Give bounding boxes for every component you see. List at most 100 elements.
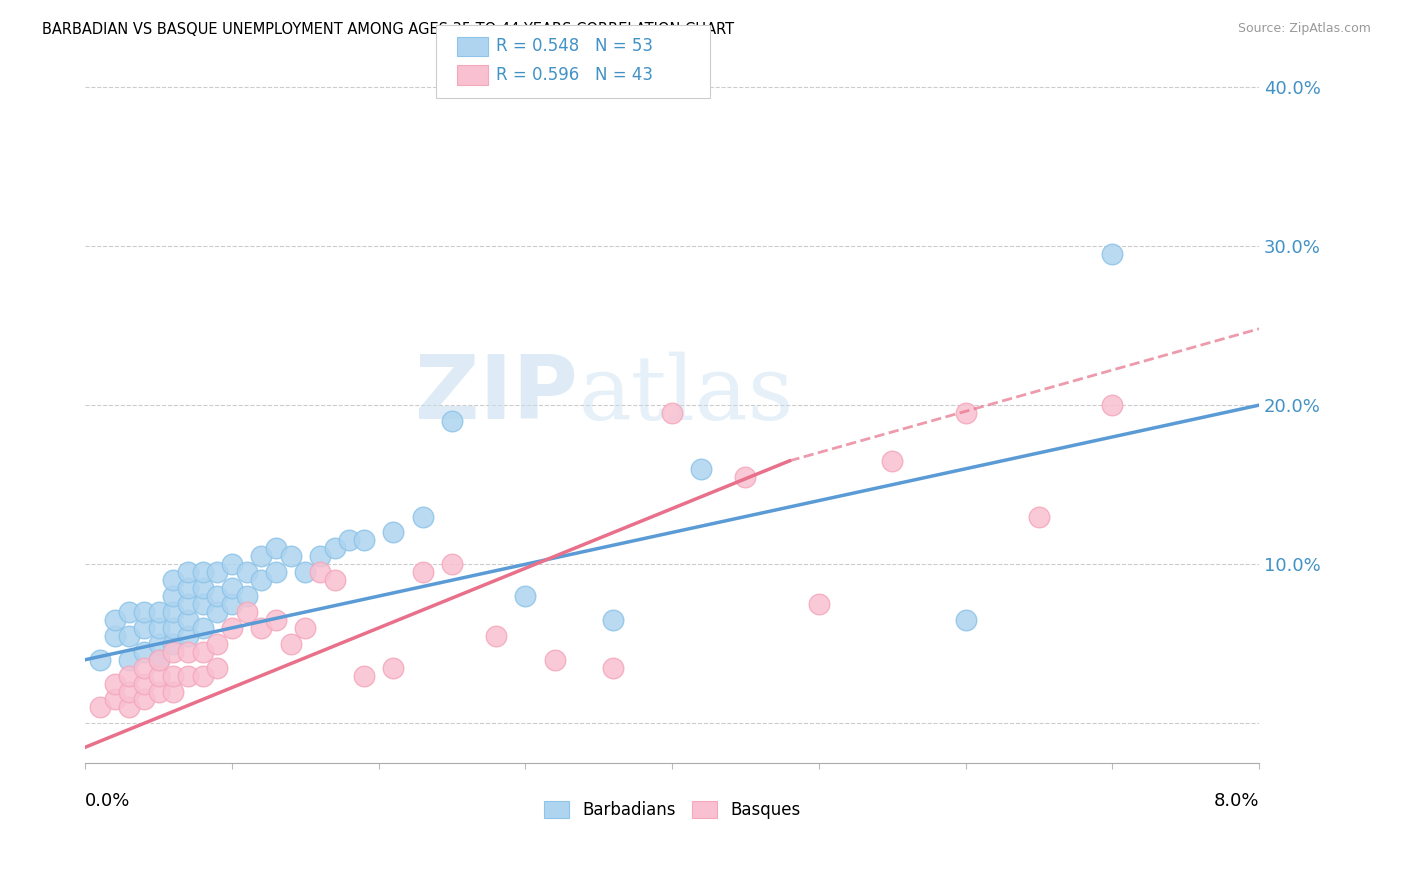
Point xyxy=(148,605,170,619)
Point xyxy=(207,565,229,579)
Point xyxy=(353,668,375,682)
Point xyxy=(162,668,184,682)
Point xyxy=(162,621,184,635)
Text: 8.0%: 8.0% xyxy=(1213,792,1258,810)
Point xyxy=(412,509,434,524)
Point xyxy=(280,549,302,564)
Point xyxy=(602,661,624,675)
Point xyxy=(118,629,141,643)
Text: ZIP: ZIP xyxy=(416,351,578,439)
Point xyxy=(177,629,200,643)
Point xyxy=(221,581,243,595)
Point xyxy=(118,700,141,714)
Point xyxy=(104,676,127,690)
Text: R = 0.548   N = 53: R = 0.548 N = 53 xyxy=(496,37,654,55)
Point xyxy=(1101,398,1123,412)
Point xyxy=(280,637,302,651)
Point xyxy=(323,573,346,587)
Point xyxy=(148,653,170,667)
Point xyxy=(132,676,155,690)
Point xyxy=(207,661,229,675)
Point xyxy=(602,613,624,627)
Point xyxy=(177,645,200,659)
Point xyxy=(309,565,332,579)
Point xyxy=(807,597,830,611)
Point xyxy=(207,589,229,603)
Point xyxy=(294,621,316,635)
Point xyxy=(191,621,214,635)
Point xyxy=(382,525,405,540)
Text: atlas: atlas xyxy=(578,351,793,439)
Text: 0.0%: 0.0% xyxy=(86,792,131,810)
Point xyxy=(207,605,229,619)
Point xyxy=(353,533,375,548)
Point xyxy=(382,661,405,675)
Text: R = 0.596   N = 43: R = 0.596 N = 43 xyxy=(496,66,654,84)
Point xyxy=(162,684,184,698)
Point xyxy=(162,605,184,619)
Point xyxy=(177,581,200,595)
Point xyxy=(309,549,332,564)
Point xyxy=(235,565,257,579)
Point xyxy=(221,621,243,635)
Point xyxy=(264,541,287,556)
Point xyxy=(191,645,214,659)
Point xyxy=(207,637,229,651)
Point xyxy=(412,565,434,579)
Point xyxy=(235,589,257,603)
Point xyxy=(89,700,111,714)
Text: BARBADIAN VS BASQUE UNEMPLOYMENT AMONG AGES 35 TO 44 YEARS CORRELATION CHART: BARBADIAN VS BASQUE UNEMPLOYMENT AMONG A… xyxy=(42,22,734,37)
Point xyxy=(734,469,756,483)
Point xyxy=(250,573,273,587)
Point xyxy=(177,565,200,579)
Point xyxy=(89,653,111,667)
Point xyxy=(104,692,127,706)
Point xyxy=(148,653,170,667)
Point xyxy=(441,414,464,428)
Point xyxy=(132,645,155,659)
Point xyxy=(294,565,316,579)
Point xyxy=(148,621,170,635)
Legend: Barbadians, Basques: Barbadians, Basques xyxy=(537,794,807,826)
Point xyxy=(250,549,273,564)
Point xyxy=(337,533,360,548)
Point xyxy=(132,692,155,706)
Point xyxy=(118,684,141,698)
Point xyxy=(191,565,214,579)
Point xyxy=(118,653,141,667)
Point xyxy=(250,621,273,635)
Point xyxy=(221,558,243,572)
Point xyxy=(104,629,127,643)
Point xyxy=(323,541,346,556)
Point xyxy=(485,629,508,643)
Point xyxy=(177,668,200,682)
Point xyxy=(221,597,243,611)
Point xyxy=(132,605,155,619)
Point xyxy=(148,668,170,682)
Point xyxy=(1028,509,1050,524)
Point xyxy=(441,558,464,572)
Point xyxy=(191,668,214,682)
Point xyxy=(162,573,184,587)
Point xyxy=(1101,247,1123,261)
Point xyxy=(955,406,977,420)
Point xyxy=(162,637,184,651)
Point xyxy=(132,621,155,635)
Point xyxy=(191,597,214,611)
Point xyxy=(191,581,214,595)
Point xyxy=(235,605,257,619)
Text: Source: ZipAtlas.com: Source: ZipAtlas.com xyxy=(1237,22,1371,36)
Point xyxy=(118,605,141,619)
Point xyxy=(544,653,567,667)
Point xyxy=(148,637,170,651)
Point xyxy=(177,613,200,627)
Point xyxy=(148,684,170,698)
Point xyxy=(118,668,141,682)
Point xyxy=(955,613,977,627)
Point xyxy=(104,613,127,627)
Point xyxy=(661,406,683,420)
Point xyxy=(515,589,537,603)
Point xyxy=(177,597,200,611)
Point xyxy=(162,645,184,659)
Point xyxy=(264,565,287,579)
